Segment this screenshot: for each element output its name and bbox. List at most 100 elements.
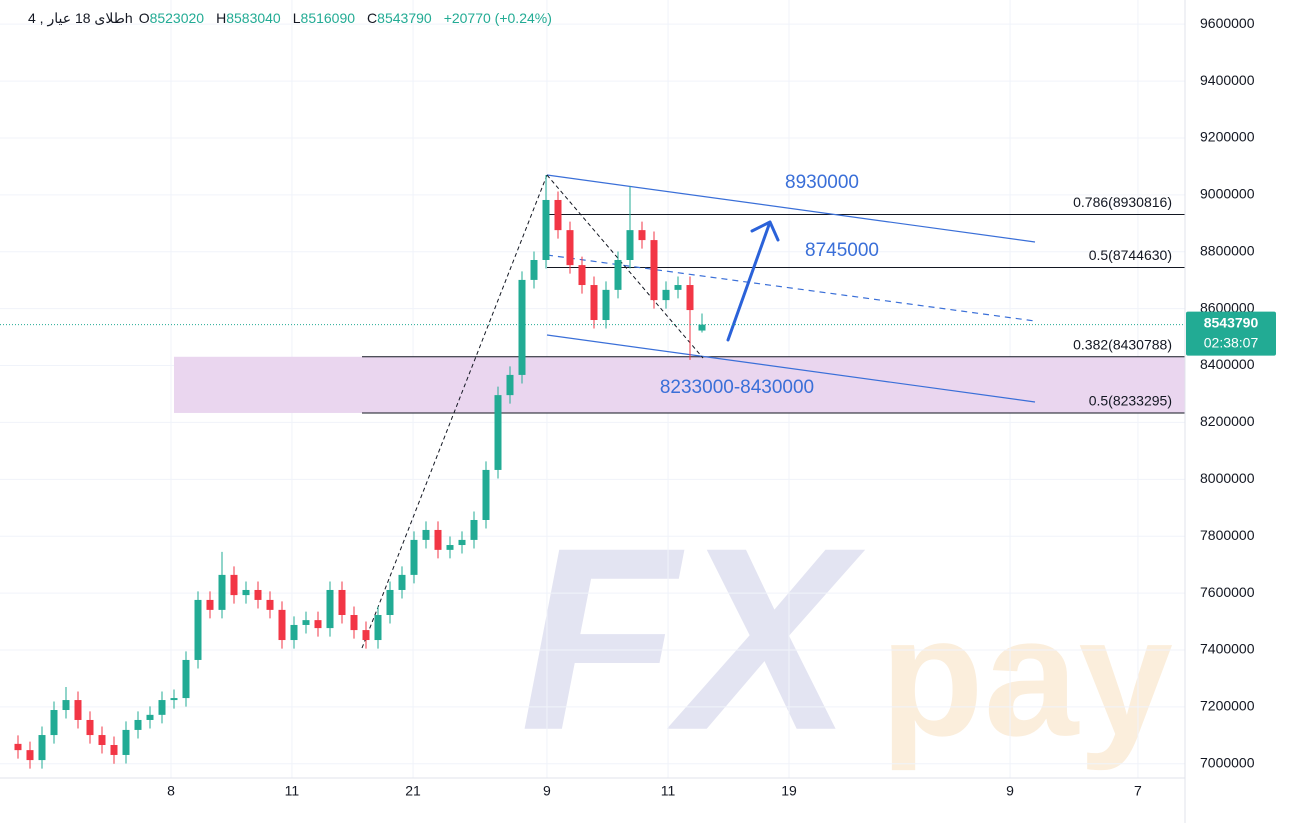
candle-body [566,230,574,266]
swing-line [546,174,704,359]
x-tick-label: 8 [167,783,175,799]
candle-body [350,615,358,631]
candle-body [422,529,430,540]
candle-body [494,395,502,470]
y-tick-label: 9200000 [1200,129,1255,145]
x-tick-label: 19 [781,783,797,799]
candle-body [482,469,490,520]
candle-body [458,539,466,546]
ohlc-value: 8543790 [377,10,432,26]
candle-body [614,259,622,290]
ohlc-label: L [293,10,301,26]
candle-body [398,574,406,590]
x-tick-label: 7 [1134,783,1142,799]
candle-body [50,710,58,736]
y-tick-label: 7600000 [1200,584,1255,600]
candle-body [326,589,334,629]
candle-body [314,620,322,629]
y-tick-label: 8400000 [1200,356,1255,372]
candle-body [362,630,370,641]
axis-cover [1185,0,1303,823]
candle-body [542,199,550,260]
candle-body [506,374,514,396]
watermark: FX [520,495,866,785]
candle-body [158,700,166,715]
x-tick-label: 11 [661,783,676,799]
x-tick-label: 21 [405,783,421,799]
price-tag-countdown: 02:38:07 [1204,334,1259,350]
candle-body [470,519,478,540]
ohlc-label: H [216,10,226,26]
annotation: 8930000 [785,172,859,193]
y-tick-label: 8600000 [1200,299,1255,315]
arrow [726,220,780,342]
candle-body [242,589,250,596]
y-tick-label: 7200000 [1200,698,1255,714]
candle-body [434,529,442,550]
ohlc-value: 8516090 [301,10,356,26]
ohlc-value: 8583040 [226,10,281,26]
annotation: 8233000-8430000 [660,377,814,398]
ohlc-label: C [367,10,377,26]
change: +20770 (+0.24%) [444,10,552,26]
y-tick-label: 9000000 [1200,186,1255,202]
candle-body [194,599,202,660]
candle-body [518,279,526,375]
candle-body [230,574,238,596]
candle-body [86,719,94,736]
candle-body [554,199,562,231]
candle-body [74,700,82,720]
candle-body [686,285,694,311]
candle-body [266,599,274,610]
candle-body [674,285,682,290]
candle-body [302,620,310,625]
candle-body [278,609,286,641]
candle-body [182,659,190,699]
candle-body [290,624,298,641]
candle-body [662,289,670,301]
watermark: pay [880,582,1173,772]
candle-body [698,324,706,331]
fib-label: 0.5(8744630) [1089,247,1172,263]
fib-label: 0.786(8930816) [1073,194,1172,210]
candle-body [98,735,106,746]
x-tick-label: 11 [285,783,300,799]
header: طلای 18 عیار , 4h O8523020 H8583040 L851609… [28,10,552,27]
candle-body [530,259,538,280]
x-tick-label: 9 [543,783,551,799]
channel-mid [546,254,1036,322]
fib-label: 0.5(8233295) [1089,393,1172,409]
candle-body [386,589,394,616]
y-tick-label: 7400000 [1200,641,1255,657]
candle-body [206,599,214,610]
candle-body [626,230,634,260]
candle-body [14,743,22,751]
candle-body [446,545,454,550]
candle-body [254,589,262,600]
symbol: طلای 18 عیار , 4h [28,10,133,27]
zone [174,356,1185,413]
y-tick-label: 8200000 [1200,413,1255,429]
candle-body [638,230,646,241]
price-tag [1186,311,1276,356]
fib-label: 0.382(8430788) [1073,336,1172,352]
candle-body [62,700,70,711]
candle-body [38,735,46,761]
candle-body [374,615,382,641]
candle-body [122,729,130,755]
candle-body [338,589,346,616]
candle-body [110,745,118,755]
candle-body [170,698,178,701]
y-tick-label: 8000000 [1200,470,1255,486]
y-tick-label: 9600000 [1200,15,1255,31]
y-tick-label: 9400000 [1200,72,1255,88]
ohlc-value: 8523020 [150,10,205,26]
candle-body [578,265,586,286]
swing-line [361,174,548,649]
candle-body [602,289,610,321]
price-tag-value: 8543790 [1204,314,1259,330]
candle-body [26,750,34,761]
channel-upper [546,174,1036,243]
channel-lower [546,334,1036,403]
